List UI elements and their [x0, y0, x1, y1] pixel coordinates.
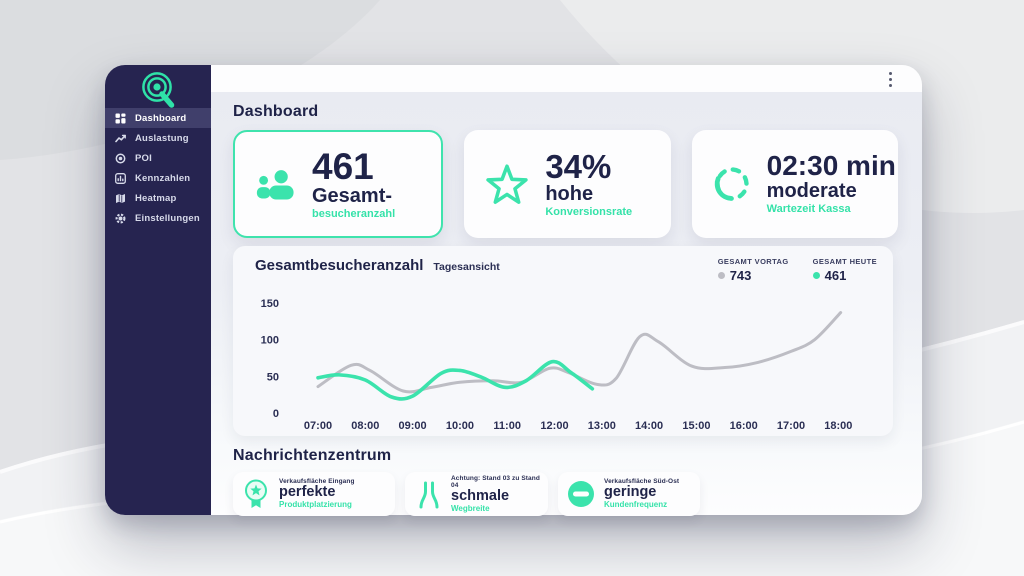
message-headline: perfekte: [279, 484, 336, 501]
main-content: Dashboard 461 Gesamt- besucheranzahl: [211, 92, 922, 516]
visitors-group-icon: [256, 169, 294, 199]
kpi-card-besucheranzahl[interactable]: 461 Gesamt- besucheranzahl: [233, 130, 444, 238]
message-card-produktplatzierung[interactable]: Verkaufsfläche Eingang perfekte Produktp…: [233, 472, 395, 516]
kpi-text: 34% hohe Konversionsrate: [545, 150, 632, 218]
sidebar-item-label: Auslastung: [135, 132, 189, 144]
message-text: Verkaufsfläche Süd-Ost geringe Kundenfre…: [604, 478, 679, 510]
no-entry-icon: [568, 481, 594, 507]
star-icon: [486, 164, 529, 204]
svg-text:14:00: 14:00: [635, 420, 663, 432]
sidebar-item-auslastung[interactable]: Auslastung: [105, 128, 211, 148]
legend-item-heute: GESAMT HEUTE 461: [812, 257, 877, 283]
message-text: Verkaufsfläche Eingang perfekte Produktp…: [279, 478, 355, 510]
legend-item-vortag: GESAMT VORTAG 743: [717, 257, 789, 283]
kpi-text: 461 Gesamt- besucheranzahl: [312, 148, 395, 220]
legend-value: 743: [729, 268, 752, 283]
sidebar-item-heatmap[interactable]: Heatmap: [105, 188, 211, 208]
trend-line-icon: [115, 134, 126, 142]
svg-text:09:00: 09:00: [399, 420, 427, 432]
message-context: Verkaufsfläche Eingang: [279, 478, 355, 486]
svg-text:13:00: 13:00: [588, 420, 616, 432]
kpi-label: hohe: [545, 182, 594, 205]
svg-text:11:00: 11:00: [493, 420, 521, 432]
message-card-kundenfrequenz[interactable]: Verkaufsfläche Süd-Ost geringe Kundenfre…: [558, 472, 700, 516]
svg-text:10:00: 10:00: [446, 420, 474, 432]
message-text: Achtung: Stand 03 zu Stand 04 schmale We…: [451, 475, 548, 514]
kpi-label: Gesamt-: [312, 184, 393, 207]
sidebar-item-dashboard[interactable]: Dashboard: [105, 108, 211, 128]
chart-legend: GESAMT VORTAG 743 GESAMT HEUTE 461: [717, 257, 877, 283]
visitors-chart-card: Gesamtbesucheranzahl Tagesansicht GESAMT…: [233, 246, 893, 436]
sidebar: Dashboard Auslastung POI: [105, 65, 211, 515]
sidebar-item-label: Dashboard: [135, 112, 187, 124]
sidebar-item-label: Kennzahlen: [135, 172, 191, 184]
award-badge-icon: [245, 479, 267, 508]
app-window: Dashboard Auslastung POI: [105, 65, 922, 516]
svg-text:18:00: 18:00: [824, 420, 852, 432]
sidebar-item-kennzahlen[interactable]: Kennzahlen: [105, 168, 211, 188]
gear-icon: [115, 213, 126, 223]
kebab-menu-icon[interactable]: [885, 70, 896, 89]
sidebar-item-einstellungen[interactable]: Einstellungen: [105, 208, 211, 228]
svg-text:0: 0: [273, 408, 279, 420]
map-icon: [116, 193, 125, 203]
svg-text:07:00: 07:00: [304, 420, 332, 432]
sidebar-item-label: Heatmap: [135, 192, 177, 204]
sidebar-item-poi[interactable]: POI: [105, 148, 211, 168]
kpi-text: 02:30 min moderate Wartezeit Kassa: [766, 150, 896, 216]
dashboard-grid-icon: [115, 113, 126, 123]
message-headline: schmale: [451, 487, 510, 504]
chart-subtitle: Tagesansicht: [433, 261, 500, 273]
message-subline: Wegbreite: [451, 503, 490, 513]
legend-label: GESAMT VORTAG: [717, 257, 789, 266]
kpi-card-konversionsrate[interactable]: 34% hohe Konversionsrate: [464, 130, 671, 238]
legend-dot: [812, 272, 820, 279]
kpi-value: 02:30 min: [766, 150, 896, 182]
narrow-path-icon: [419, 481, 439, 509]
message-card-wegbreite[interactable]: Achtung: Stand 03 zu Stand 04 schmale We…: [405, 472, 548, 516]
svg-text:100: 100: [261, 335, 279, 347]
sidebar-nav: Dashboard Auslastung POI: [105, 108, 211, 228]
kpi-value: 34%: [545, 147, 612, 185]
page-title: Dashboard: [233, 103, 319, 120]
kpi-row: 461 Gesamt- besucheranzahl 34% hohe Konv…: [233, 130, 898, 238]
kpi-card-wartezeit[interactable]: 02:30 min moderate Wartezeit Kassa: [691, 130, 898, 238]
legend-dot: [717, 272, 725, 279]
message-subline: Kundenfrequenz: [604, 500, 668, 510]
messages-row: Verkaufsfläche Eingang perfekte Produktp…: [233, 472, 898, 516]
message-headline: geringe: [604, 484, 657, 501]
svg-text:16:00: 16:00: [730, 420, 758, 432]
message-subline: Produktplatzierung: [279, 500, 352, 510]
legend-label: GESAMT HEUTE: [812, 257, 877, 266]
svg-text:12:00: 12:00: [540, 420, 568, 432]
kpi-sublabel: Wartezeit Kassa: [766, 203, 851, 216]
timer-icon: [714, 167, 749, 201]
message-context: Achtung: Stand 03 zu Stand 04: [451, 474, 540, 489]
visitors-chart-svg: 0 50 100 150 07:00 08:00 09:00 10:00 11:00 12:00 1…: [261, 298, 853, 432]
sidebar-item-label: Einstellungen: [135, 212, 200, 224]
top-bar: [211, 65, 922, 92]
svg-text:150: 150: [261, 298, 279, 310]
chart-title: Gesamtbesucheranzahl: [255, 257, 424, 274]
messages-title: Nachrichtenzentrum: [233, 447, 392, 464]
message-context: Verkaufsfläche Süd-Ost: [604, 478, 680, 486]
bar-chart-icon: [115, 172, 126, 184]
sidebar-item-label: POI: [135, 152, 152, 164]
kpi-sublabel: besucheranzahl: [312, 207, 396, 220]
svg-text:15:00: 15:00: [682, 420, 710, 432]
app-logo: [105, 65, 211, 108]
kpi-sublabel: Konversionsrate: [545, 205, 633, 218]
kpi-label: moderate: [766, 180, 857, 203]
svg-text:50: 50: [267, 371, 279, 383]
target-icon: [115, 153, 126, 163]
kpi-value: 461: [312, 145, 374, 187]
svg-text:17:00: 17:00: [777, 420, 805, 432]
chart-header: Gesamtbesucheranzahl Tagesansicht GESAMT…: [255, 257, 877, 283]
legend-value: 461: [824, 268, 847, 283]
svg-text:08:00: 08:00: [351, 420, 379, 432]
